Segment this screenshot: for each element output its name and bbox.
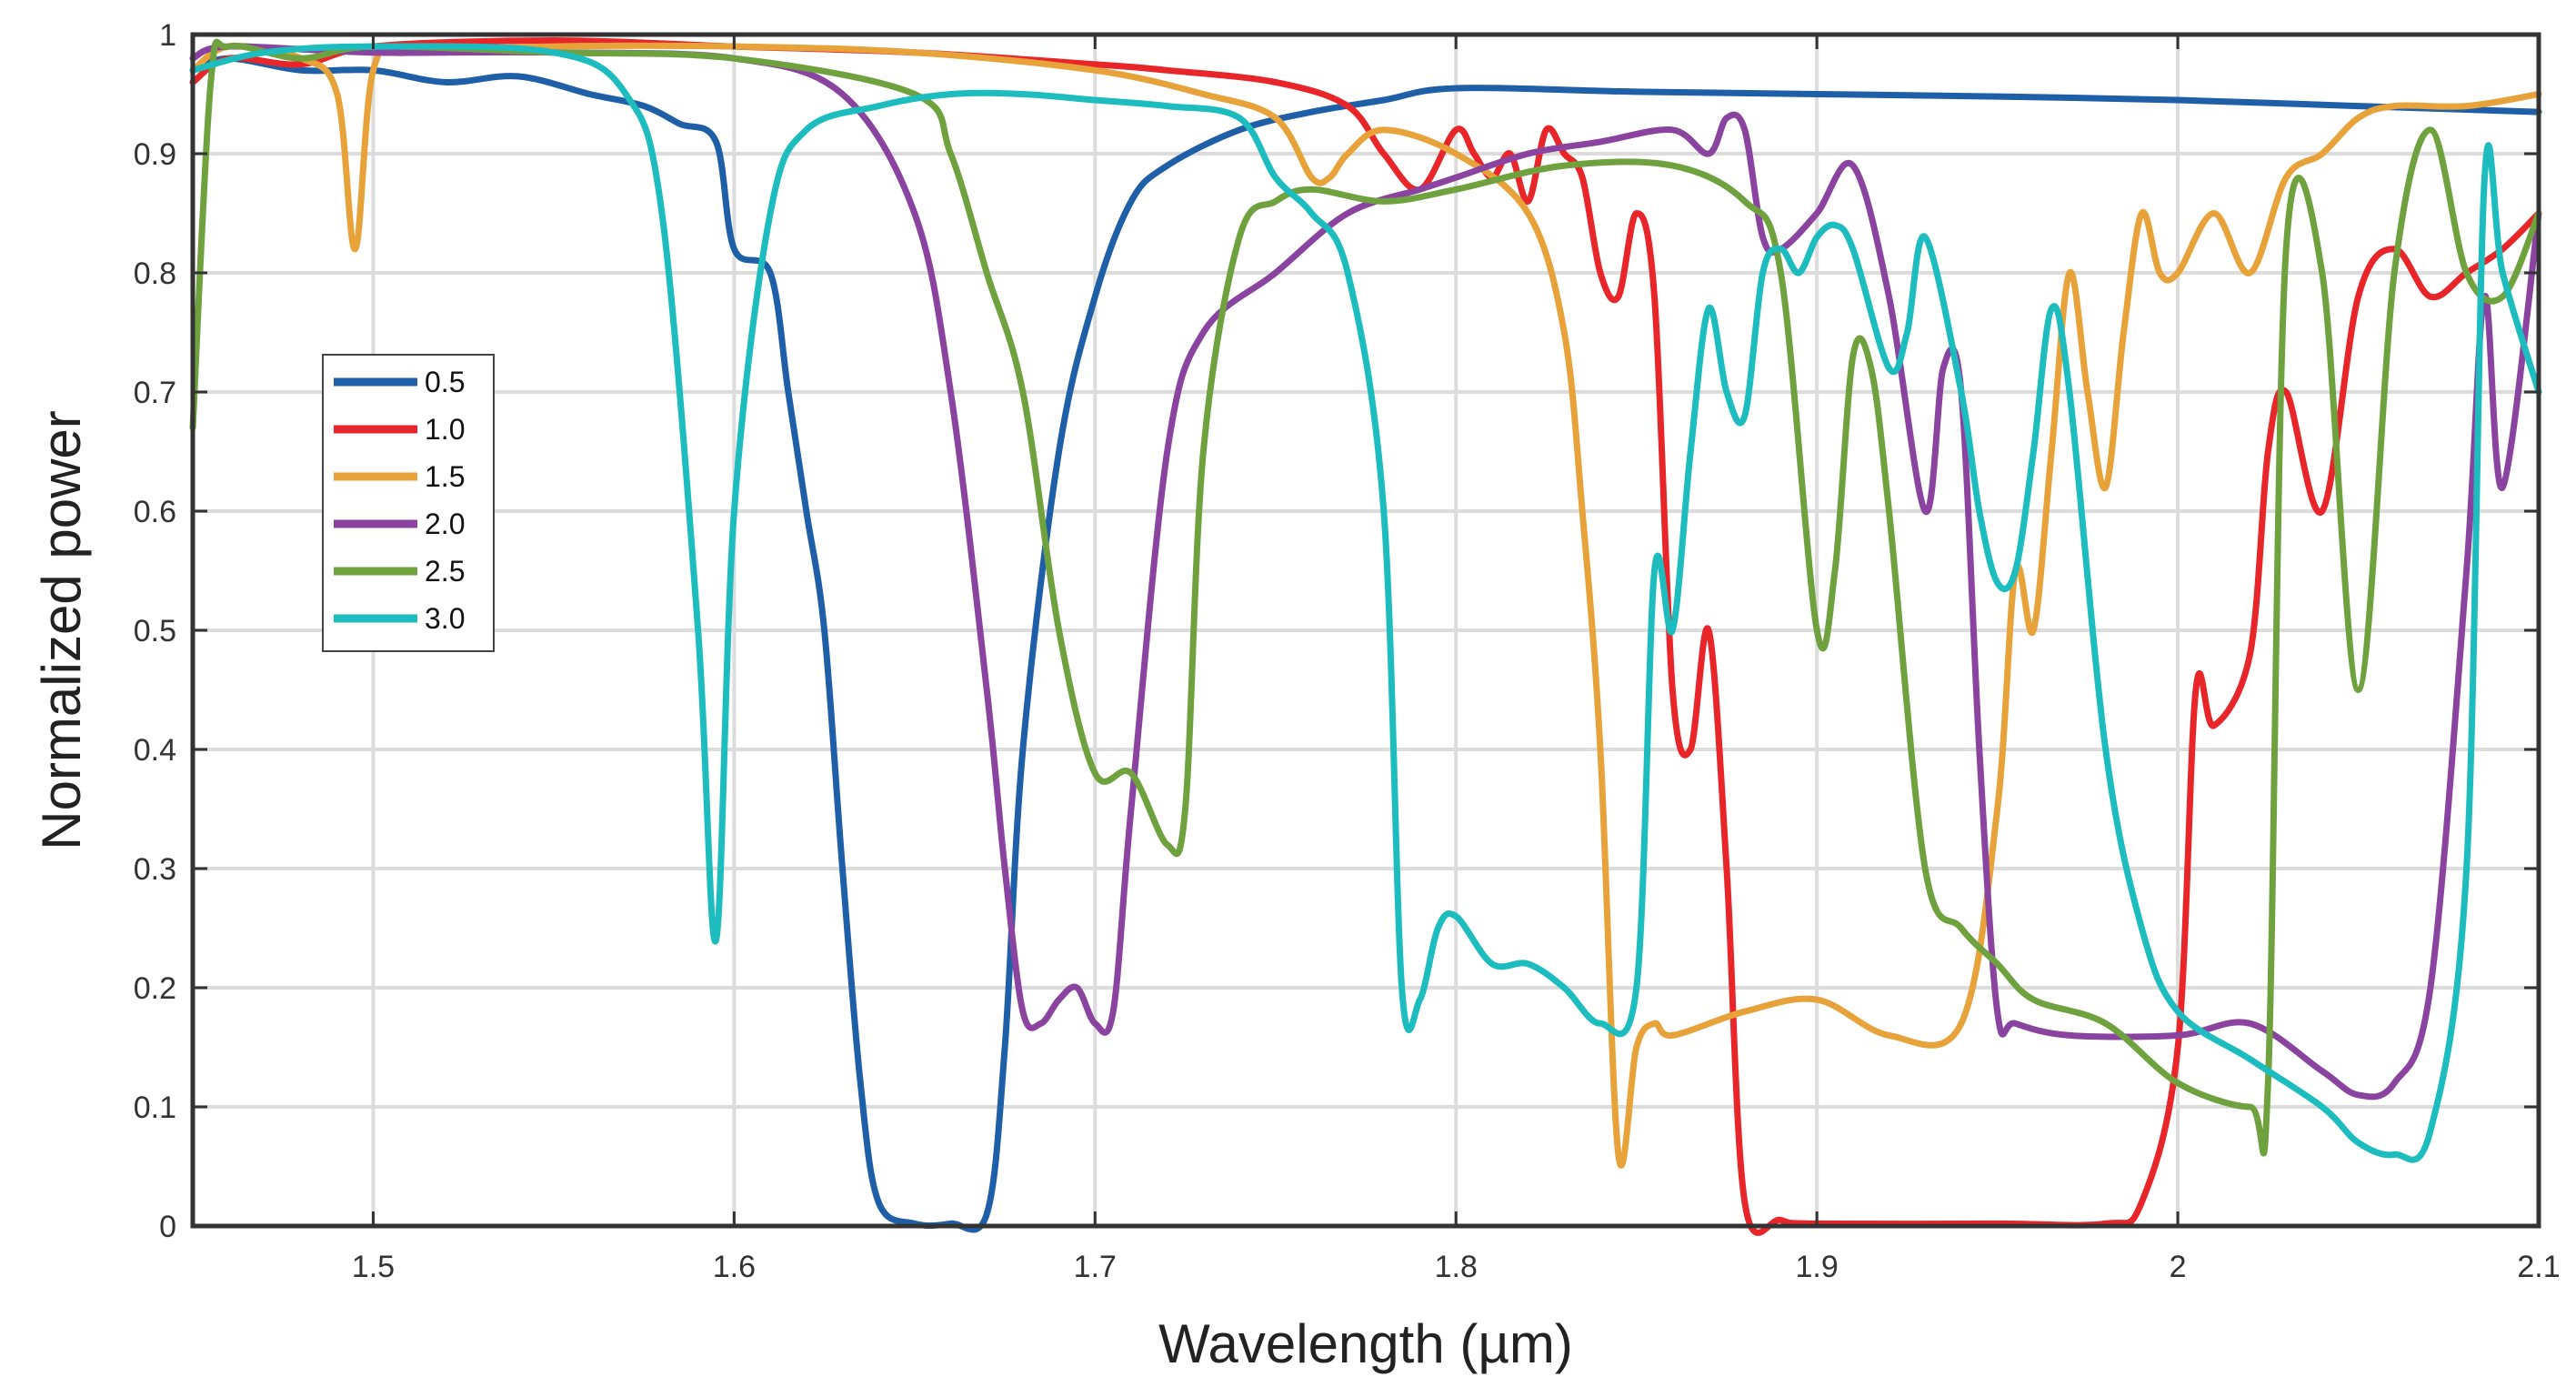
axis-ticks: [193, 33, 2541, 1228]
tick-labels: 1.5 1.6 1.7 1.8 1.9 2 2.1 0 0.1 0.2 0.3 0.4 0.5 0.6 0.…: [134, 18, 2561, 1284]
legend-box: [322, 354, 495, 652]
y-tick-label: 0.5: [134, 614, 176, 648]
y-tick-label: 1: [159, 18, 176, 53]
x-tick-label: 1.5: [352, 1250, 395, 1284]
series-line-0.5: [189, 55, 2542, 1233]
legend-label-1.0: 1.0: [425, 413, 465, 446]
series-line-2.0: [189, 43, 2542, 1101]
legend: 0.5 1.0 1.5 2.0 2.5 3.0: [322, 354, 495, 652]
y-tick-label: 0.1: [134, 1090, 176, 1125]
x-tick-label: 1.6: [713, 1250, 756, 1284]
series-line-3.0: [189, 43, 2542, 1163]
legend-label-2.0: 2.0: [425, 508, 465, 540]
y-tick-label: 0.2: [134, 971, 176, 1006]
legend-label-0.5: 0.5: [425, 366, 465, 398]
x-axis-label: Wavelength (µm): [1158, 1313, 1573, 1374]
y-tick-label: 0.9: [134, 137, 176, 172]
x-tick-label: 2.1: [2517, 1250, 2560, 1284]
x-tick-label: 1.9: [1796, 1250, 1839, 1284]
y-tick-label: 0.8: [134, 256, 176, 291]
legend-label-2.5: 2.5: [425, 555, 465, 588]
legend-label-3.0: 3.0: [425, 602, 465, 635]
y-axis-label: Normalized power: [31, 410, 92, 850]
y-tick-label: 0.7: [134, 376, 176, 410]
x-tick-label: 1.7: [1074, 1250, 1117, 1284]
y-tick-label: 0.6: [134, 495, 176, 529]
legend-label-1.5: 1.5: [425, 460, 465, 493]
series-line-1.0: [189, 37, 2542, 1236]
y-tick-label: 0.4: [134, 733, 176, 768]
x-tick-label: 2: [2170, 1250, 2187, 1284]
y-tick-label: 0.3: [134, 852, 176, 887]
series-line-2.5: [189, 38, 2542, 1157]
x-tick-label: 1.8: [1435, 1250, 1478, 1284]
y-tick-label: 0: [159, 1210, 176, 1244]
